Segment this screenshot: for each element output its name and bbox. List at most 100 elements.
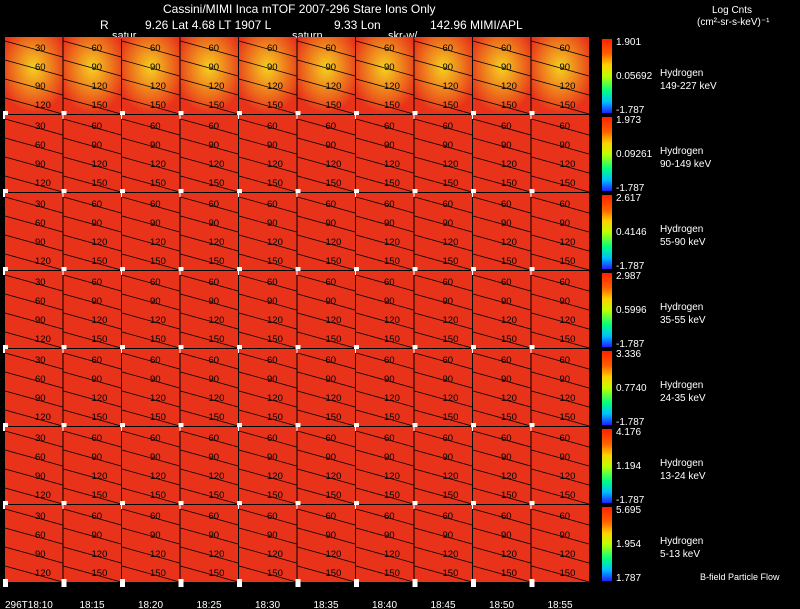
contour-label: 60	[209, 43, 220, 54]
contour-line	[180, 175, 239, 193]
heatmap-panel	[414, 193, 472, 270]
contour-line	[238, 118, 297, 136]
contour-line	[531, 59, 590, 77]
heatmap-panel	[297, 115, 355, 192]
contour-label: 90	[92, 374, 103, 385]
contour-line	[531, 508, 590, 526]
heatmap-panel	[473, 427, 531, 504]
contour-line	[4, 390, 63, 408]
contour-label: 150	[267, 568, 283, 579]
contour-label: 90	[92, 140, 103, 151]
contour-label: 90	[443, 62, 454, 73]
contour-label: 60	[326, 121, 337, 132]
contour-label: 90	[92, 452, 103, 463]
contour-label: 60	[267, 199, 278, 210]
contour-line	[414, 409, 473, 427]
contour-label: 150	[501, 256, 517, 267]
contour-label: 90	[443, 218, 454, 229]
contour-line	[121, 371, 180, 389]
contour-line	[63, 274, 122, 292]
contour-label: 90	[384, 218, 395, 229]
contour-label: 120	[501, 159, 517, 170]
contour-label: 90	[560, 452, 571, 463]
heatmap-panel	[239, 505, 297, 582]
contour-label: 60	[267, 277, 278, 288]
contour-label: 150	[501, 490, 517, 501]
contour-label: 120	[501, 393, 517, 404]
contour-label: 60	[92, 433, 103, 444]
contour-line	[180, 97, 239, 115]
contour-line	[180, 312, 239, 330]
contour-line	[297, 293, 356, 311]
contour-label: 90	[209, 374, 220, 385]
contour-line	[355, 546, 414, 564]
contour-line	[238, 175, 297, 193]
contour-label: 120	[35, 178, 51, 189]
contour-line	[180, 253, 239, 271]
heatmap-panel	[5, 193, 63, 270]
contour-label: 120	[384, 393, 400, 404]
contour-label: 60	[209, 199, 220, 210]
contour-line	[238, 59, 297, 77]
contour-label: 150	[150, 568, 166, 579]
contour-line	[121, 274, 180, 292]
contour-line	[297, 546, 356, 564]
contour-line	[355, 234, 414, 252]
contour-line	[238, 352, 297, 370]
contour-line	[121, 468, 180, 486]
contour-line	[414, 40, 473, 58]
contour-label: 150	[267, 334, 283, 345]
contour-label: 60	[560, 511, 571, 522]
contour-line	[355, 331, 414, 349]
contour-line	[121, 234, 180, 252]
contour-label: 90	[384, 452, 395, 463]
x-tick-label: 296T18:10	[5, 600, 53, 609]
heatmap-panel	[122, 193, 180, 270]
contour-line	[4, 487, 63, 505]
contour-line	[121, 409, 180, 427]
contour-label: 60	[92, 277, 103, 288]
contour-line	[472, 352, 531, 370]
contour-label: 90	[443, 296, 454, 307]
contour-label: 120	[267, 549, 283, 560]
contour-label: 60	[384, 43, 395, 54]
contour-label: 90	[267, 140, 278, 151]
units-title: Log Cnts	[712, 5, 753, 16]
contour-line	[355, 468, 414, 486]
contour-line	[355, 175, 414, 193]
contour-label: 90	[267, 62, 278, 73]
contour-label: 90	[35, 549, 46, 560]
panel-corner-marker	[120, 579, 125, 587]
contour-label: 60	[209, 277, 220, 288]
panel-corner-marker	[237, 579, 242, 587]
contour-label: 120	[560, 471, 576, 482]
x-tick-label: 18:40	[372, 600, 397, 609]
contour-label: 60	[501, 511, 512, 522]
contour-line	[180, 409, 239, 427]
contour-label: 120	[209, 549, 225, 560]
contour-label: 120	[267, 393, 283, 404]
contour-line	[238, 546, 297, 564]
heatmap-panel	[473, 193, 531, 270]
contour-label: 60	[35, 296, 46, 307]
contour-line	[355, 409, 414, 427]
heatmap-panel	[531, 115, 589, 192]
contour-line	[297, 312, 356, 330]
contour-label: 120	[384, 549, 400, 560]
contour-label: 150	[92, 256, 108, 267]
contour-label: 150	[443, 568, 459, 579]
contour-label: 120	[326, 315, 342, 326]
contour-label: 120	[443, 315, 459, 326]
contour-line	[297, 234, 356, 252]
contour-line	[531, 487, 590, 505]
contour-label: 150	[209, 100, 225, 111]
contour-line	[355, 196, 414, 214]
heatmap-panel	[5, 505, 63, 582]
contour-line	[238, 274, 297, 292]
contour-label: 60	[35, 374, 46, 385]
contour-line	[238, 331, 297, 349]
contour-line	[180, 196, 239, 214]
heatmap-panel	[473, 115, 531, 192]
species-label: Hydrogen	[660, 146, 704, 157]
energy-label: 90-149 keV	[660, 159, 712, 170]
